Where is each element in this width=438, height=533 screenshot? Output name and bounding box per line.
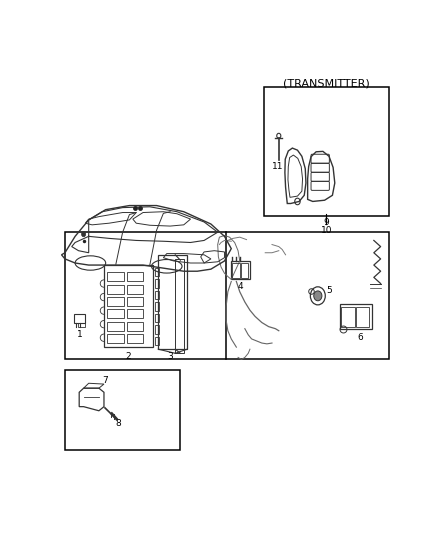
Bar — [127, 322, 143, 330]
Bar — [127, 285, 143, 294]
Bar — [155, 325, 159, 334]
Circle shape — [314, 291, 322, 301]
Bar — [241, 263, 248, 278]
Bar — [104, 265, 153, 347]
Bar — [107, 297, 124, 306]
Bar — [264, 86, 389, 216]
Text: 3: 3 — [167, 352, 173, 361]
Bar — [155, 291, 159, 299]
Circle shape — [81, 232, 86, 237]
Bar — [341, 306, 355, 327]
Text: 7: 7 — [102, 376, 108, 385]
Bar — [107, 309, 124, 318]
Text: (TRANSMITTER): (TRANSMITTER) — [283, 78, 370, 88]
Bar — [65, 232, 389, 359]
Bar — [107, 322, 124, 330]
Bar — [155, 337, 159, 345]
Bar — [107, 272, 124, 281]
Bar — [127, 334, 143, 343]
Bar — [175, 259, 184, 353]
Text: 9: 9 — [323, 219, 329, 227]
Bar — [155, 314, 159, 322]
Bar — [232, 263, 240, 278]
Bar — [127, 309, 143, 318]
Bar — [65, 370, 180, 450]
Bar — [155, 268, 159, 276]
Bar — [107, 285, 124, 294]
Text: 5: 5 — [326, 286, 332, 295]
Bar — [127, 272, 143, 281]
Bar — [127, 297, 143, 306]
Bar — [340, 304, 372, 329]
Bar — [158, 255, 187, 349]
Bar — [74, 314, 85, 324]
Text: 4: 4 — [238, 282, 244, 292]
Text: 6: 6 — [357, 333, 363, 342]
Text: 1: 1 — [77, 330, 82, 339]
Circle shape — [311, 287, 325, 305]
Bar — [356, 306, 369, 327]
Text: 10: 10 — [321, 226, 332, 235]
Text: 2: 2 — [125, 352, 131, 361]
Bar — [107, 334, 124, 343]
Text: 11: 11 — [272, 161, 284, 171]
Text: 8: 8 — [116, 419, 121, 429]
Bar — [155, 302, 159, 311]
Bar — [155, 279, 159, 288]
Bar — [78, 322, 85, 327]
Bar — [231, 261, 250, 279]
